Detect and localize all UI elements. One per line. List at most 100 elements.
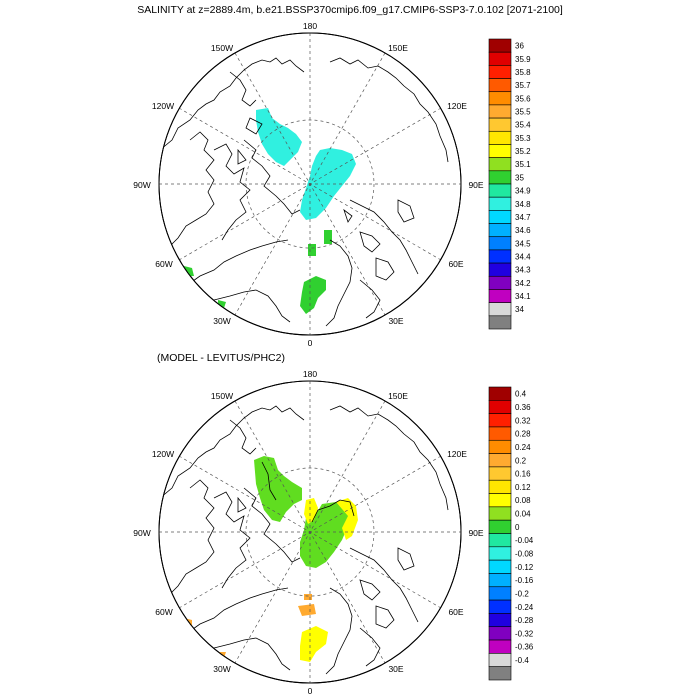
- top-colorbar-label: 34.4: [515, 253, 531, 262]
- bottom-lon-0: 0: [308, 686, 313, 696]
- top-polar-map: 180 150W 150E 120W 120E 90W 90E 60W 60E …: [133, 21, 484, 348]
- top-colorbar-swatch: [488, 65, 512, 79]
- top-lon-60w: 60W: [155, 259, 172, 269]
- bottom-lon-60e: 60E: [448, 607, 463, 617]
- top-lon-90e: 90E: [468, 180, 483, 190]
- top-green-patch-3: [300, 276, 326, 314]
- top-colorbar-label: 35.2: [515, 147, 531, 156]
- bottom-colorbar-swatch: [488, 519, 512, 534]
- bottom-colorbar-label: -0.36: [515, 643, 534, 652]
- top-lon-labels: 180 150W 150E 120W 120E 90W 90E 60W 60E …: [133, 21, 484, 348]
- bottom-colorbar-swatch: [488, 453, 512, 468]
- bottom-polar-map: 180 150W 150E 120W 120E 90W 90E 60W 60E …: [133, 369, 484, 696]
- bottom-colorbar-swatch: [488, 613, 512, 628]
- bottom-colorbar-swatch: [488, 573, 512, 588]
- bottom-colorbar-label: 0.4: [515, 390, 527, 399]
- bottom-colorbar-label: -0.32: [515, 629, 534, 638]
- bottom-colorbar-label: 0.24: [515, 443, 531, 452]
- top-lon-150w: 150W: [211, 43, 233, 53]
- bottom-colorbar-label: -0.12: [515, 563, 534, 572]
- bottom-colorbar-swatch: [488, 386, 512, 401]
- bottom-colorbar-swatch: [488, 439, 512, 454]
- bottom-lon-180: 180: [303, 369, 317, 379]
- top-colorbar-label: 35.9: [515, 55, 531, 64]
- bottom-lon-30e: 30E: [388, 664, 403, 674]
- bottom-colorbar-label: 0.32: [515, 416, 531, 425]
- bottom-colorbar-swatch: [488, 546, 512, 561]
- bottom-orange-patch-2: [304, 594, 312, 600]
- bottom-colorbar-label: 0.12: [515, 483, 531, 492]
- top-lon-0: 0: [308, 338, 313, 348]
- bottom-colorbar-swatch: [488, 493, 512, 508]
- bottom-colorbar-label: 0.36: [515, 403, 531, 412]
- bottom-colorbar-label: 0.2: [515, 456, 527, 465]
- top-colorbar-swatch: [488, 302, 512, 317]
- top-lon-120w: 120W: [152, 101, 174, 111]
- top-colorbar-label: 35.3: [515, 134, 531, 143]
- top-lon-180: 180: [303, 21, 317, 31]
- bottom-colorbar: 0.4 0.36 0.32 0.28 0.24 0.2 0.16 0.12 0.08 0.04 0 -…: [488, 386, 534, 681]
- bottom-lon-30w: 30W: [213, 664, 230, 674]
- top-graticule: [159, 33, 461, 335]
- top-coastlines: [159, 57, 449, 327]
- top-colorbar-label: 35.5: [515, 108, 531, 117]
- bottom-contours: [261, 461, 355, 523]
- bottom-colorbar-swatch: [488, 479, 512, 494]
- top-lon-30w: 30W: [213, 316, 230, 326]
- top-colorbar-swatch: [488, 91, 512, 106]
- bottom-colorbar-swatch: [488, 466, 512, 481]
- bottom-colorbar-label: -0.08: [515, 549, 534, 558]
- bottom-colorbar-swatch: [488, 626, 512, 641]
- top-colorbar-swatch: [488, 51, 512, 66]
- bottom-lon-120w: 120W: [152, 449, 174, 459]
- bottom-colorbar-label: -0.16: [515, 576, 534, 585]
- top-green-patch-2: [324, 230, 332, 244]
- top-colorbar-swatch: [488, 104, 512, 119]
- bottom-lon-150w: 150W: [211, 391, 233, 401]
- bottom-colorbar-swatch: [488, 533, 512, 548]
- bottom-coastlines: [159, 405, 449, 675]
- top-colorbar-label: 34.2: [515, 279, 531, 288]
- bottom-colorbar-swatch: [488, 586, 512, 601]
- top-lon-30e: 30E: [388, 316, 403, 326]
- bottom-colorbar-swatch: [488, 599, 512, 614]
- top-lon-90w: 90W: [133, 180, 150, 190]
- bottom-colorbar-label: 0.28: [515, 430, 531, 439]
- bottom-colorbar-swatch: [488, 559, 512, 574]
- bottom-panel-title: (MODEL - LEVITUS/PHC2): [157, 352, 285, 364]
- bottom-colorbar-label: -0.24: [515, 603, 534, 612]
- bottom-yellow-region-2: [336, 498, 358, 540]
- top-lon-60e: 60E: [448, 259, 463, 269]
- top-colorbar-swatch: [488, 78, 512, 93]
- top-colorbar-swatch: [488, 157, 512, 172]
- top-colorbar-swatch: [488, 275, 512, 290]
- top-colorbar-swatch: [488, 236, 512, 251]
- bottom-colorbar-swatch: [488, 506, 512, 521]
- top-colorbar-label: 35.1: [515, 160, 531, 169]
- top-colorbar-label: 34.8: [515, 200, 531, 209]
- top-colorbar-swatch: [488, 262, 512, 277]
- top-colorbar-label: 35.6: [515, 94, 531, 103]
- top-colorbar-label: 34.9: [515, 187, 531, 196]
- bottom-lime-region-canada-basin: [254, 456, 302, 522]
- top-colorbar-swatch: [488, 170, 512, 185]
- top-colorbar-label: 34.6: [515, 226, 531, 235]
- bottom-lon-120e: 120E: [447, 449, 467, 459]
- bottom-lon-60w: 60W: [155, 607, 172, 617]
- top-colorbar-label: 34.5: [515, 239, 531, 248]
- bottom-yellow-region-3: [300, 626, 328, 662]
- top-colorbar-label: 35: [515, 173, 524, 182]
- top-colorbar-label: 34.1: [515, 292, 531, 301]
- bottom-colorbar-label: 0.16: [515, 470, 531, 479]
- bottom-colorbar-label: -0.2: [515, 589, 529, 598]
- bottom-colorbar-label: -0.4: [515, 656, 529, 665]
- top-colorbar-swatch: [488, 130, 512, 145]
- top-lon-120e: 120E: [447, 101, 467, 111]
- top-colorbar-swatch: [488, 315, 512, 330]
- bottom-colorbar-label: 0: [515, 523, 520, 532]
- top-colorbar-swatch: [488, 249, 512, 264]
- bottom-colorbar-swatch: [488, 413, 512, 428]
- bottom-lon-90e: 90E: [468, 528, 483, 538]
- top-colorbar-swatch: [488, 196, 512, 211]
